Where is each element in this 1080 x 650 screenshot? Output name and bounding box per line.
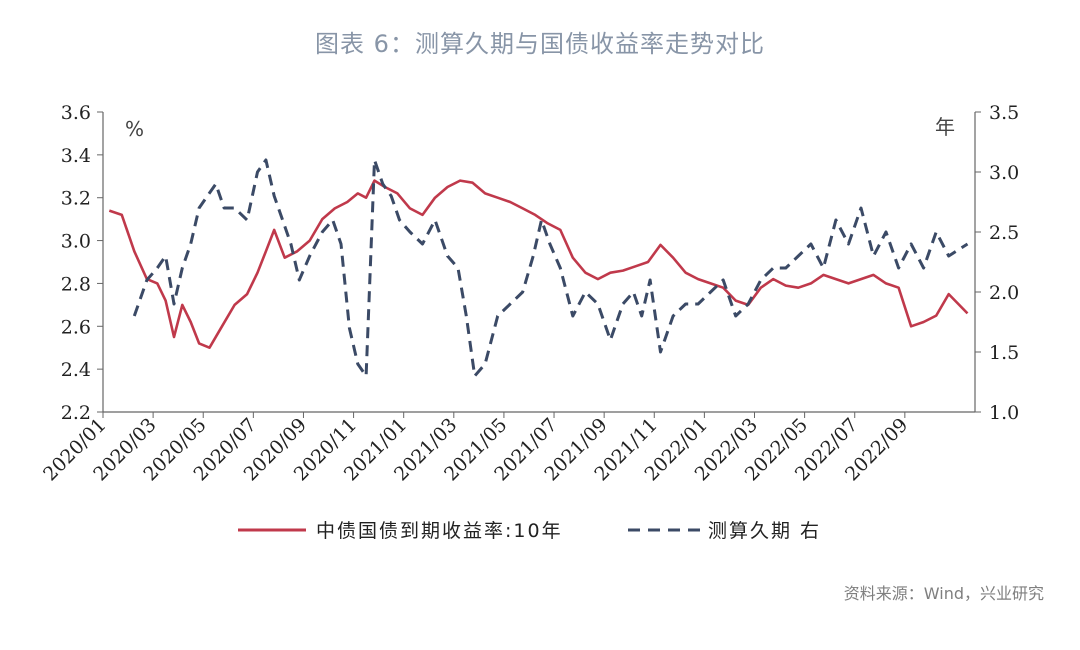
duration-series-line	[132, 158, 969, 378]
y-right-tick-label: 2.0	[989, 282, 1019, 304]
y-left-tick-label: 2.2	[61, 402, 91, 424]
left-unit-label: %	[125, 117, 144, 141]
legend-label-yield: 中债国债到期收益率:10年	[316, 520, 563, 542]
right-unit-label: 年	[935, 115, 955, 139]
y-left-tick-label: 3.2	[61, 188, 91, 210]
y-left-tick-label: 2.6	[61, 316, 91, 338]
y-left-tick-label: 2.4	[61, 359, 91, 381]
chart-title: 图表 6：测算久期与国债收益率走势对比	[315, 30, 765, 58]
y-left-tick-label: 2.8	[61, 273, 91, 295]
yield-series-line	[108, 179, 969, 349]
y-right-tick-label: 3.0	[989, 162, 1019, 184]
y-right-tick-label: 1.5	[989, 342, 1019, 364]
y-right-tick-label: 3.5	[989, 102, 1019, 124]
y-left-tick-label: 3.0	[61, 231, 91, 253]
y-left-tick-label: 3.4	[61, 145, 91, 167]
y-right-tick-label: 2.5	[989, 222, 1019, 244]
y-left-tick-label: 3.6	[61, 102, 91, 124]
source-note: 资料来源：Wind，兴业研究	[843, 584, 1044, 603]
y-right-tick-label: 1.0	[989, 402, 1019, 424]
legend-label-duration: 测算久期 右	[708, 520, 821, 542]
